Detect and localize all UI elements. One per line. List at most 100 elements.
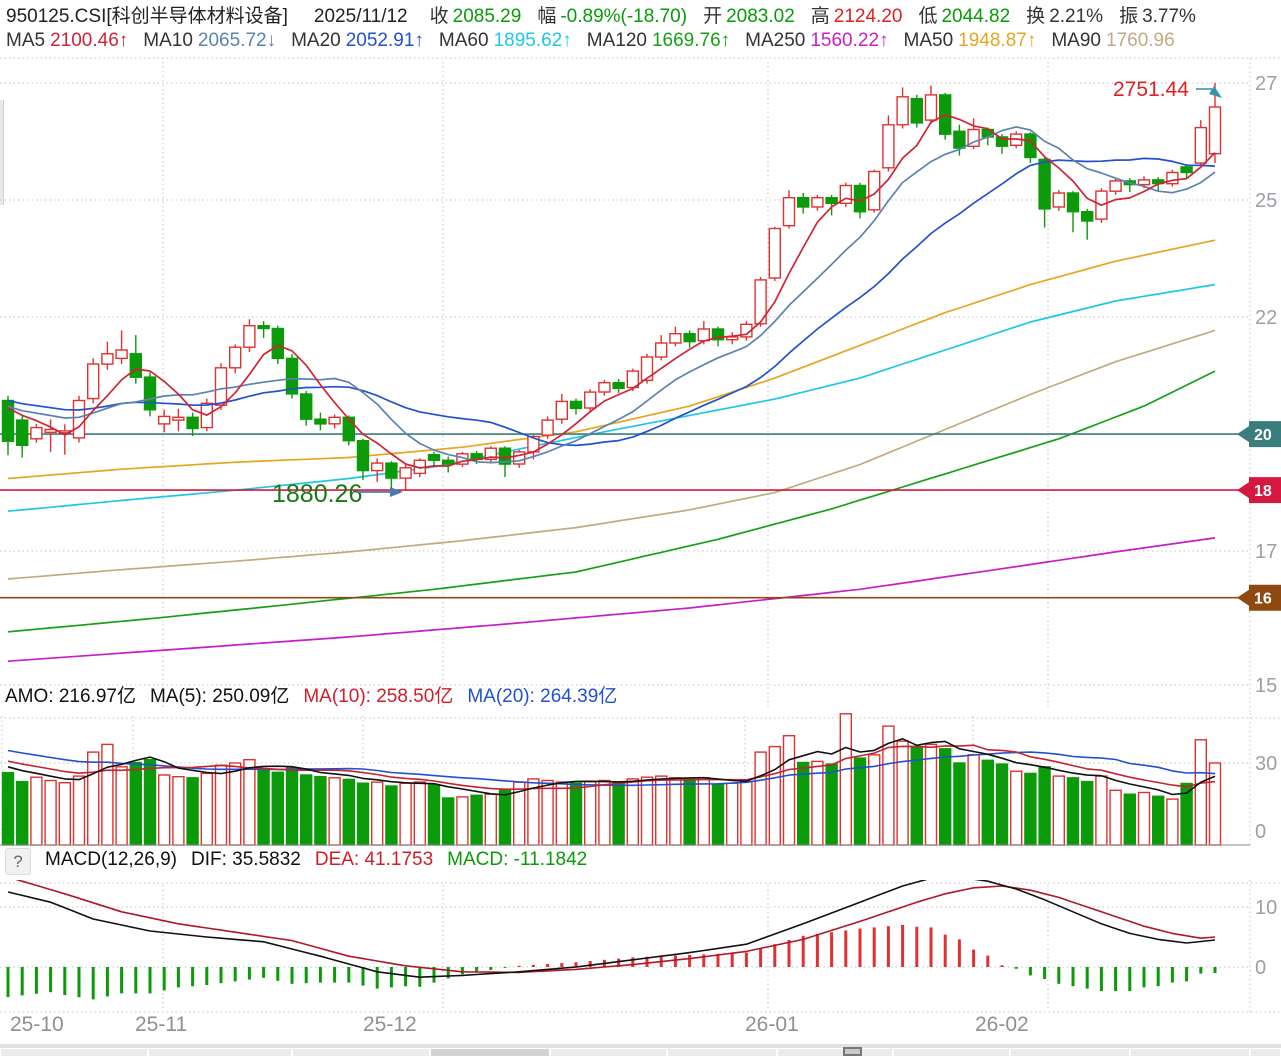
volume-bar[interactable] — [16, 780, 29, 846]
candle[interactable] — [1194, 126, 1208, 164]
candle[interactable] — [442, 459, 455, 465]
volume-bar[interactable] — [413, 781, 426, 846]
volume-bar[interactable] — [143, 759, 157, 846]
volume-bar[interactable] — [484, 793, 497, 846]
candle[interactable] — [16, 419, 29, 447]
volume-bar[interactable] — [1038, 766, 1051, 846]
volume-bar[interactable] — [868, 754, 881, 846]
volume-bar[interactable] — [214, 764, 228, 846]
candle[interactable] — [1, 399, 15, 442]
volume-bar[interactable] — [768, 745, 781, 846]
volume-bar[interactable] — [442, 797, 455, 846]
candle[interactable] — [328, 416, 341, 425]
volume-bar[interactable] — [782, 735, 796, 846]
candle[interactable] — [271, 327, 284, 360]
candle[interactable] — [257, 325, 270, 330]
candle[interactable] — [598, 382, 611, 393]
candle[interactable] — [669, 333, 682, 344]
candle[interactable] — [1208, 106, 1222, 155]
volume-bar[interactable] — [271, 771, 284, 846]
candle[interactable] — [399, 467, 412, 479]
volume-bar[interactable] — [910, 745, 923, 846]
scrollbar-segment[interactable] — [894, 1049, 1009, 1056]
help-button[interactable]: ? — [5, 848, 31, 875]
volume-bar[interactable] — [1151, 795, 1165, 846]
candle[interactable] — [285, 357, 299, 395]
volume-bar[interactable] — [1208, 762, 1222, 846]
volume-bar[interactable] — [58, 782, 71, 846]
candle[interactable] — [427, 454, 441, 462]
candle[interactable] — [157, 415, 171, 425]
volume-bar[interactable] — [228, 762, 242, 846]
volume-bar[interactable] — [72, 775, 86, 846]
candle[interactable] — [371, 462, 384, 472]
volume-bar[interactable] — [626, 778, 639, 846]
candle[interactable] — [30, 426, 43, 440]
volume-bar[interactable] — [371, 781, 384, 846]
volume-bar[interactable] — [86, 751, 100, 846]
candle[interactable] — [342, 416, 355, 442]
candle[interactable] — [1137, 179, 1151, 186]
candle[interactable] — [541, 419, 554, 436]
candle[interactable] — [243, 325, 256, 348]
volume-bar[interactable] — [1066, 777, 1080, 846]
price-chart-panel[interactable]: 20 18 16 27 25 22 17 15 2751.44 1880.26 — [0, 56, 1281, 713]
volume-bar[interactable] — [598, 779, 611, 846]
volume-bar[interactable] — [328, 777, 341, 846]
candle[interactable] — [385, 462, 398, 479]
volume-bar[interactable] — [584, 780, 597, 846]
candle[interactable] — [754, 279, 767, 325]
left-edge-scrollbar[interactable] — [0, 100, 4, 205]
volume-bar[interactable] — [896, 740, 909, 846]
scrollbar-segment[interactable] — [1251, 1049, 1280, 1056]
candle[interactable] — [640, 356, 654, 382]
candle[interactable] — [228, 346, 242, 369]
candle[interactable] — [1109, 180, 1122, 192]
candle[interactable] — [825, 196, 838, 204]
candle[interactable] — [115, 349, 128, 360]
volume-bar[interactable] — [711, 783, 725, 846]
volume-bar[interactable] — [995, 763, 1009, 846]
volume-bar[interactable] — [356, 782, 370, 846]
volume-bar[interactable] — [726, 782, 739, 846]
candle[interactable] — [484, 447, 497, 461]
volume-bar[interactable] — [683, 778, 696, 846]
candle[interactable] — [953, 130, 966, 149]
candle[interactable] — [711, 328, 725, 341]
candle[interactable] — [172, 416, 185, 421]
macd-chart-panel[interactable]: 10 0 — [0, 880, 1281, 1013]
candle[interactable] — [129, 353, 143, 378]
scrollbar-segment[interactable] — [778, 1049, 892, 1056]
candle[interactable] — [143, 376, 157, 411]
volume-bar[interactable] — [555, 781, 568, 846]
volume-bar[interactable] — [1109, 789, 1122, 846]
candle[interactable] — [868, 170, 881, 211]
volume-bar[interactable] — [953, 762, 966, 846]
volume-bar[interactable] — [655, 775, 668, 846]
candle[interactable] — [1166, 171, 1179, 185]
volume-bar[interactable] — [541, 779, 554, 846]
candle[interactable] — [797, 196, 810, 208]
candle[interactable] — [1052, 192, 1066, 208]
scrollbar-thumb[interactable] — [843, 1047, 862, 1056]
volume-bar[interactable] — [399, 782, 412, 846]
candle[interactable] — [782, 196, 796, 227]
candle[interactable] — [924, 94, 938, 121]
volume-bar[interactable] — [300, 774, 313, 846]
volume-bar[interactable] — [257, 770, 270, 846]
volume-bar[interactable] — [853, 757, 867, 846]
candle[interactable] — [1080, 210, 1094, 222]
volume-bar[interactable] — [967, 754, 980, 846]
volume-bar[interactable] — [427, 784, 441, 846]
volume-bar[interactable] — [115, 766, 128, 846]
candle[interactable] — [314, 418, 327, 425]
candle[interactable] — [214, 367, 228, 406]
volume-bar[interactable] — [1123, 793, 1137, 846]
bottom-scrollbar[interactable] — [0, 1044, 1281, 1056]
candle[interactable] — [300, 393, 313, 420]
candle[interactable] — [839, 184, 852, 204]
volume-bar[interactable] — [470, 794, 483, 846]
candle[interactable] — [896, 96, 909, 126]
volume-bar[interactable] — [385, 785, 398, 846]
scrollbar-segment[interactable] — [1131, 1049, 1249, 1056]
